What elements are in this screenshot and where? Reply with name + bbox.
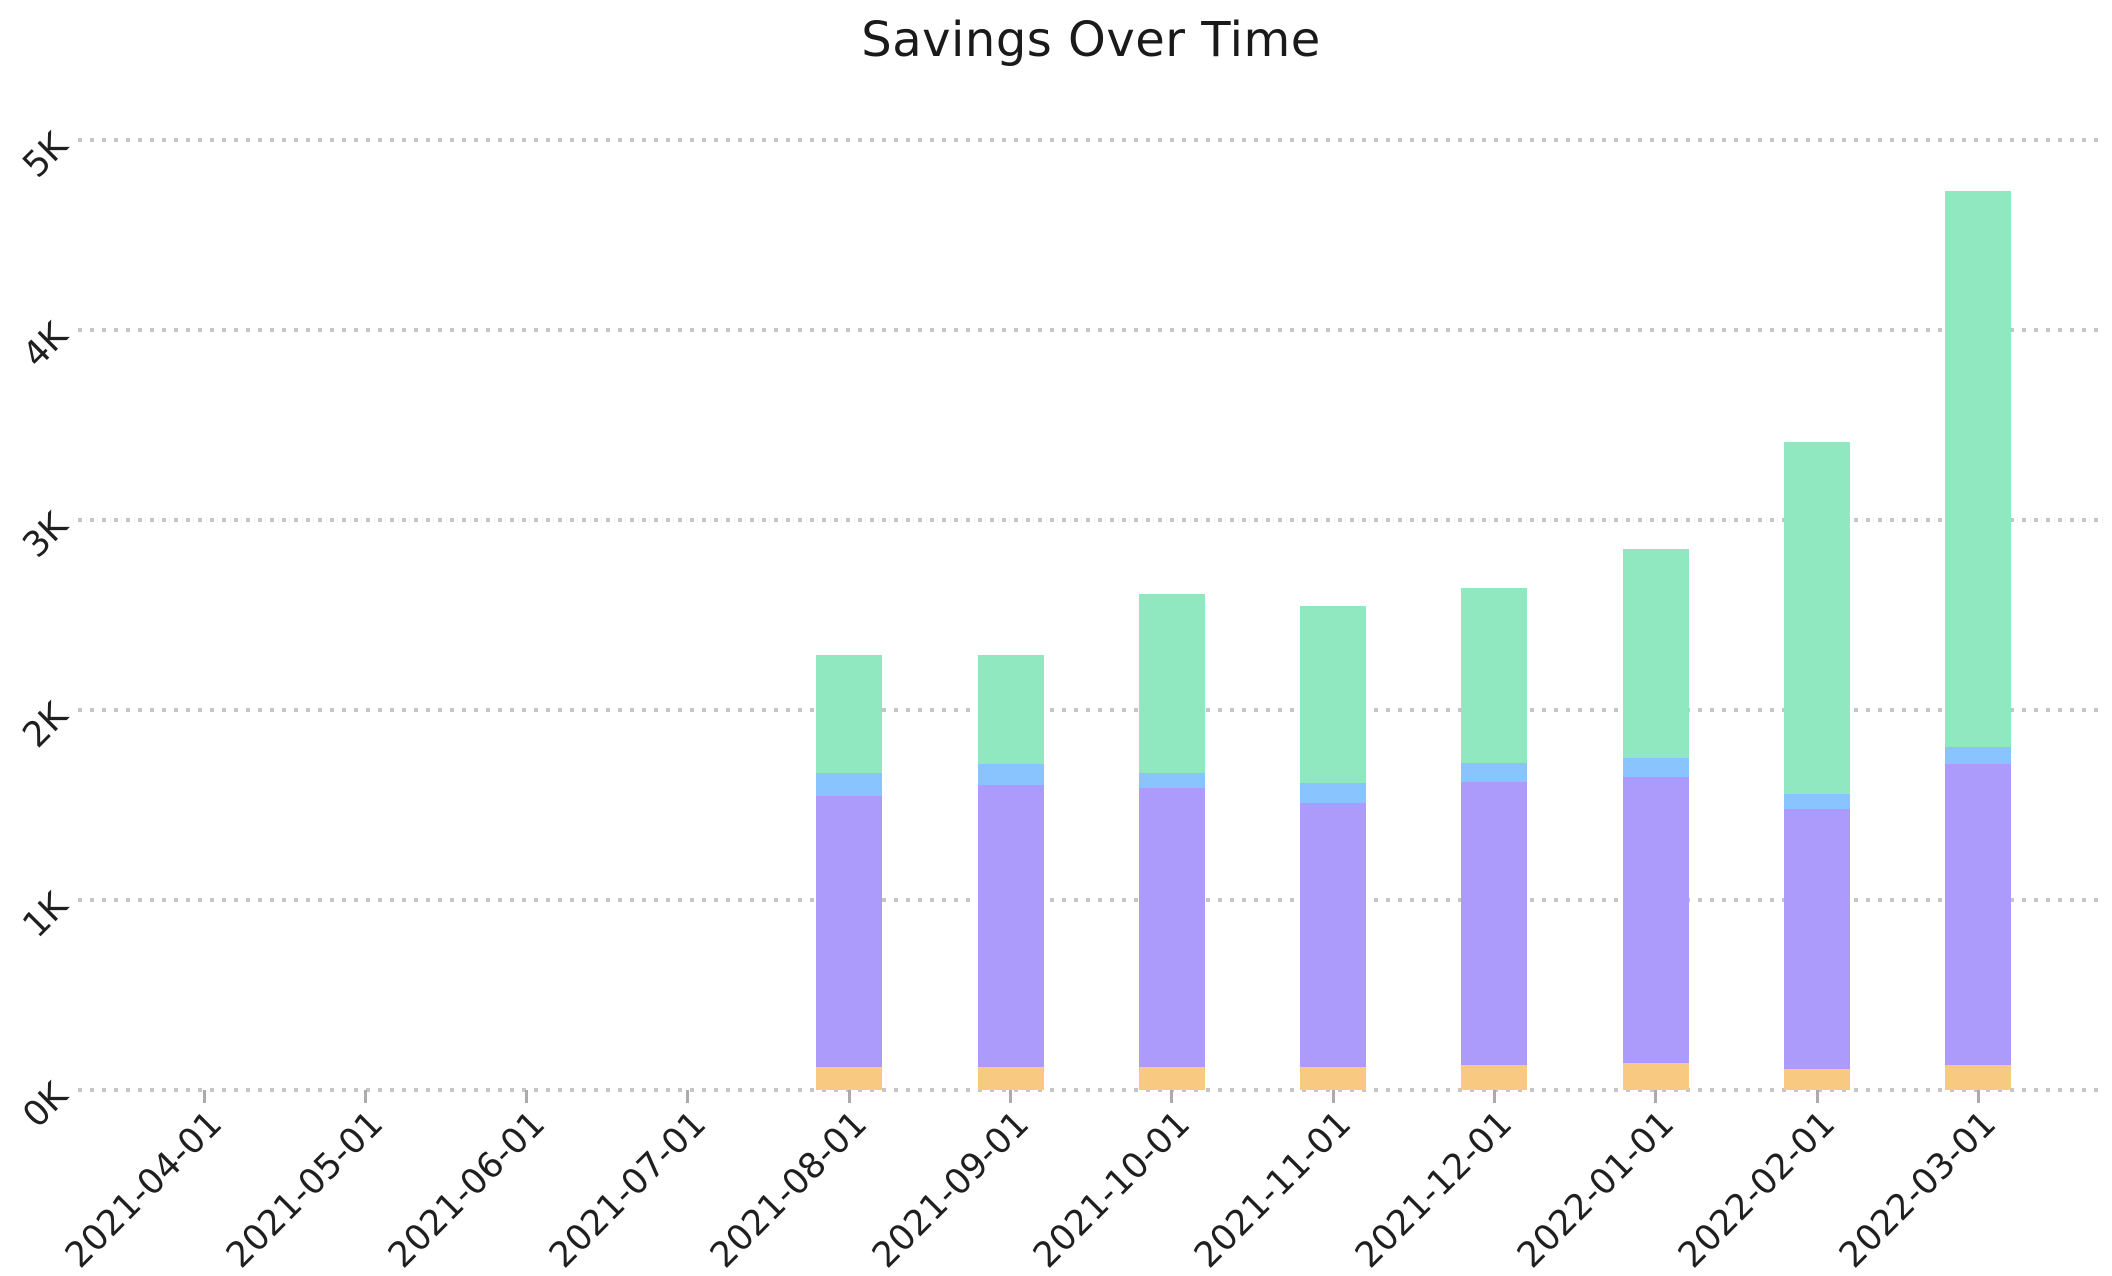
green-segment (1945, 191, 2012, 748)
stacked-bar-2021-12-01 (1461, 588, 1528, 1090)
green-segment (1461, 588, 1528, 764)
x-tick-mark (1976, 1090, 1980, 1103)
y-tick-label: 3K (15, 505, 76, 566)
y-tick-label: 1K (15, 885, 76, 946)
purple-segment (1784, 808, 1850, 1070)
purple-segment (816, 795, 883, 1068)
blue-segment (816, 772, 883, 796)
x-tick-label: 2022-02-01 (1671, 1103, 1844, 1276)
x-tick-mark (525, 1090, 529, 1103)
x-tick-label: 2021-11-01 (1187, 1103, 1360, 1276)
orange-segment (1945, 1065, 2012, 1090)
green-segment (1784, 442, 1850, 794)
y-tick-label: 0K (15, 1075, 76, 1136)
purple-segment (1300, 803, 1367, 1068)
x-tick-mark (686, 1090, 690, 1103)
orange-segment (1300, 1067, 1367, 1090)
orange-segment (1138, 1067, 1205, 1090)
purple-segment (1461, 782, 1528, 1066)
stacked-bar-2021-08-01 (816, 654, 883, 1090)
purple-segment (977, 785, 1044, 1068)
purple-segment (1945, 764, 2012, 1066)
blue-segment (1622, 757, 1689, 777)
orange-segment (816, 1067, 883, 1090)
y-tick-label: 2K (15, 695, 76, 756)
plot-area: 0K 1K 2K 3K 4K 5K 2021-04-01 2021-05-01 2021-06-… (16, 126, 2104, 1276)
y-gridline (78, 328, 2104, 332)
green-segment (1622, 548, 1689, 758)
x-tick-mark (202, 1090, 206, 1103)
x-tick-mark (1654, 1090, 1658, 1103)
blue-segment (977, 764, 1044, 786)
x-tick-label: 2021-07-01 (541, 1103, 715, 1276)
stacked-bar-2022-02-01 (1784, 442, 1850, 1090)
y-gridline (78, 708, 2104, 712)
y-tick-label: 4K (15, 315, 76, 376)
blue-segment (1461, 763, 1528, 783)
stacked-bar-2022-03-01 (1945, 191, 2012, 1090)
y-gridline (78, 518, 2104, 522)
orange-segment (1461, 1065, 1528, 1090)
x-tick-mark (1815, 1090, 1819, 1103)
x-tick-label: 2021-04-01 (58, 1103, 231, 1276)
x-tick-label: 2022-01-01 (1509, 1103, 1682, 1276)
x-tick-label: 2021-09-01 (864, 1103, 1037, 1276)
orange-segment (1622, 1063, 1689, 1090)
x-tick-label: 2021-12-01 (1348, 1103, 1521, 1276)
chart-title: Savings Over Time (861, 12, 1321, 68)
x-tick-label: 2021-06-01 (380, 1103, 553, 1276)
purple-segment (1622, 776, 1689, 1064)
x-tick-mark (363, 1090, 367, 1103)
x-tick-label: 2021-05-01 (219, 1103, 392, 1276)
x-tick-label: 2022-03-01 (1832, 1103, 2005, 1276)
blue-segment (1945, 747, 2012, 765)
blue-segment (1300, 783, 1367, 804)
y-gridline (78, 1088, 2104, 1092)
stacked-bar-2021-09-01 (977, 654, 1044, 1090)
orange-segment (1784, 1069, 1850, 1090)
x-tick-mark (1331, 1090, 1335, 1103)
y-gridline (78, 138, 2104, 142)
y-gridline (78, 898, 2104, 902)
x-tick-label: 2021-10-01 (1025, 1103, 1198, 1276)
x-tick-label: 2021-08-01 (703, 1103, 876, 1276)
stacked-bar-2021-11-01 (1300, 605, 1367, 1090)
blue-segment (1784, 793, 1850, 809)
green-segment (977, 654, 1044, 765)
green-segment (816, 654, 883, 773)
x-tick-mark (1492, 1090, 1496, 1103)
stacked-bar-2022-01-01 (1622, 548, 1689, 1090)
orange-segment (977, 1067, 1044, 1090)
x-tick-mark (1170, 1090, 1174, 1103)
x-tick-mark (847, 1090, 851, 1103)
green-segment (1300, 605, 1367, 784)
stacked-bar-2021-10-01 (1138, 594, 1205, 1090)
y-tick-label: 5K (15, 125, 76, 186)
blue-segment (1138, 772, 1205, 788)
green-segment (1138, 594, 1205, 773)
purple-segment (1138, 787, 1205, 1068)
x-tick-mark (1009, 1090, 1012, 1103)
